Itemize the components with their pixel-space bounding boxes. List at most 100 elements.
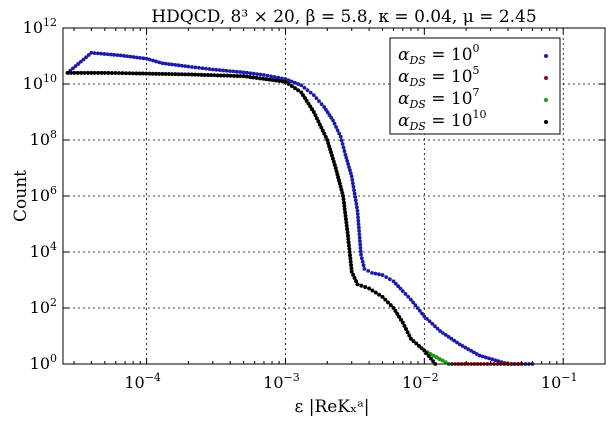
data-point — [128, 54, 133, 59]
data-point — [358, 246, 363, 250]
legend-label: αDS = 1010 — [398, 108, 487, 133]
data-point — [219, 73, 223, 78]
data-point — [337, 178, 341, 183]
data-point — [89, 70, 94, 75]
data-point — [99, 51, 103, 56]
data-point — [404, 327, 408, 331]
data-point — [443, 360, 448, 365]
data-point — [173, 63, 178, 67]
data-point — [305, 88, 310, 93]
x-tick-label: 10−4 — [124, 371, 161, 392]
data-point — [355, 212, 360, 216]
data-point — [241, 74, 246, 79]
grid-lines — [63, 28, 605, 364]
data-point — [391, 279, 396, 284]
data-point — [180, 72, 184, 77]
data-point — [323, 134, 328, 139]
data-point — [431, 353, 436, 358]
data-point — [270, 78, 275, 82]
y-tick-exponent: 6 — [50, 184, 57, 197]
legend-marker — [544, 98, 548, 102]
data-point — [95, 51, 100, 56]
data-point — [349, 269, 354, 274]
data-point — [151, 58, 155, 63]
data-point — [238, 74, 243, 78]
data-point — [358, 249, 363, 254]
data-point — [347, 250, 352, 254]
data-point — [115, 53, 120, 58]
data-point — [356, 215, 360, 220]
y-tick-base: 10 — [30, 242, 50, 261]
data-point — [245, 70, 249, 75]
data-point — [193, 65, 198, 70]
data-point — [228, 73, 233, 78]
data-point — [73, 64, 78, 69]
data-point — [327, 113, 332, 117]
data-point — [351, 184, 356, 189]
data-point — [339, 138, 344, 143]
data-point — [393, 281, 398, 286]
y-tick-exponent: 8 — [50, 128, 57, 141]
data-point — [138, 55, 143, 60]
data-point — [234, 69, 239, 74]
y-tick-base: 10 — [30, 186, 50, 205]
data-point — [254, 76, 259, 80]
data-point — [293, 80, 297, 85]
data-point — [317, 99, 321, 104]
data-point — [102, 70, 107, 75]
data-point — [262, 73, 266, 77]
chart-title: HDQCD, 8³ × 20, β = 5.8, κ = 0.04, μ = 2… — [151, 7, 536, 27]
data-point — [196, 72, 201, 77]
data-point — [425, 316, 429, 321]
data-point — [176, 72, 181, 77]
data-point — [302, 85, 307, 90]
legend-exponent: 5 — [473, 64, 480, 77]
data-point — [384, 275, 389, 280]
data-point — [329, 150, 333, 155]
data-point — [232, 73, 236, 78]
data-point — [438, 329, 443, 333]
data-point — [408, 297, 413, 302]
data-point — [343, 210, 348, 215]
data-point — [346, 162, 350, 166]
x-tick-label: 10−1 — [541, 371, 578, 392]
data-point — [417, 308, 422, 313]
legend-subscript: DS — [408, 98, 426, 111]
data-point — [357, 235, 362, 240]
data-point — [347, 243, 351, 248]
data-point — [469, 348, 473, 353]
data-point — [170, 72, 175, 76]
data-point — [370, 288, 375, 293]
data-point — [420, 311, 424, 316]
data-point — [480, 354, 485, 359]
data-point — [120, 71, 125, 76]
y-tick-label: 106 — [30, 184, 57, 205]
data-point — [327, 144, 332, 149]
data-point — [225, 73, 230, 78]
legend-symbol: α — [398, 111, 410, 131]
data-point — [406, 294, 411, 299]
data-point — [432, 324, 437, 329]
data-point — [279, 76, 284, 81]
data-point — [344, 223, 349, 228]
data-point — [343, 152, 348, 157]
legend-symbol: α — [398, 45, 410, 65]
data-point — [356, 218, 361, 223]
data-point — [221, 68, 226, 73]
data-point — [231, 69, 236, 74]
legend-label: αDS = 107 — [398, 86, 480, 111]
data-point — [399, 317, 403, 322]
data-point — [183, 72, 188, 77]
series-points — [65, 50, 535, 366]
data-point — [267, 77, 272, 82]
data-point — [352, 276, 357, 280]
data-point — [414, 341, 419, 346]
data-point — [373, 271, 378, 276]
data-point — [427, 319, 432, 324]
data-point — [113, 71, 118, 75]
data-point — [415, 306, 420, 310]
data-point — [354, 279, 358, 284]
data-point — [79, 70, 84, 75]
legend-exponent: 7 — [473, 86, 480, 99]
data-point — [222, 73, 227, 78]
